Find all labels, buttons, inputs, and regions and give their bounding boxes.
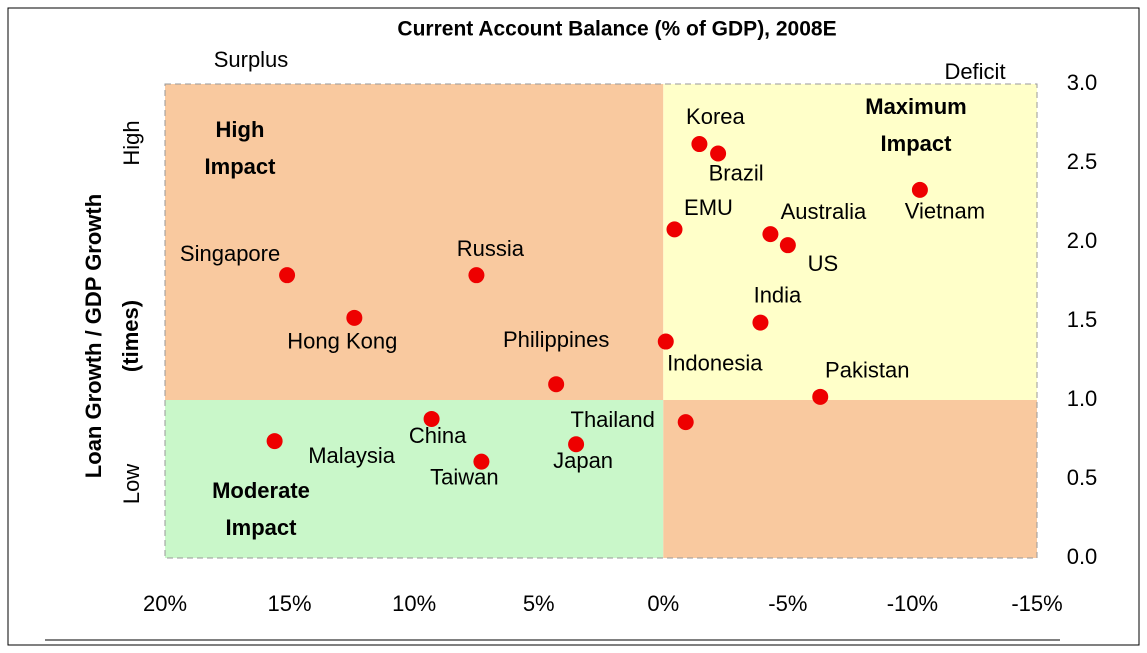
region-label: Maximum: [865, 94, 966, 119]
region-label: Impact: [881, 131, 953, 156]
region-label: Impact: [205, 154, 277, 179]
point-label: US: [808, 251, 839, 276]
point: [468, 267, 485, 284]
point-label: Philippines: [503, 327, 609, 352]
y-tick-label: 2.0: [1067, 228, 1098, 253]
point-label: Malaysia: [308, 443, 396, 468]
point-label: Indonesia: [667, 350, 763, 375]
point: [677, 414, 694, 431]
point-label: Vietnam: [905, 199, 985, 224]
annotation: High: [119, 120, 144, 165]
x-tick-label: -10%: [887, 591, 938, 616]
point: [266, 433, 283, 450]
x-tick-label: 20%: [143, 591, 187, 616]
point: [779, 237, 796, 254]
y-tick-label: 1.5: [1067, 307, 1098, 332]
y-tick-label: 2.5: [1067, 149, 1098, 174]
x-tick-label: -5%: [768, 591, 807, 616]
region-label: Impact: [226, 515, 298, 540]
point: [691, 136, 708, 153]
region-label: High: [216, 117, 265, 142]
point: [657, 333, 674, 350]
point-label: Thailand: [571, 407, 655, 432]
x-tick-label: 5%: [523, 591, 555, 616]
y-axis-label: Loan Growth / GDP Growth: [81, 194, 106, 478]
point-label: Brazil: [709, 160, 764, 185]
point: [762, 226, 779, 243]
x-tick-label: -15%: [1011, 591, 1062, 616]
region: [663, 400, 1037, 558]
regions: [165, 84, 1037, 558]
chart-title: Current Account Balance (% of GDP), 2008…: [397, 18, 836, 41]
point-label: Korea: [686, 104, 745, 129]
annotation: Low: [119, 464, 144, 504]
point-label: Taiwan: [430, 464, 498, 489]
x-tick-label: 15%: [268, 591, 312, 616]
y-tick-label: 3.0: [1067, 70, 1098, 95]
annotation: Deficit: [944, 59, 1005, 84]
point-label: Singapore: [180, 241, 280, 266]
plot-border: [164, 83, 1038, 559]
point: [911, 181, 928, 198]
point-label: EMU: [684, 195, 733, 220]
point-label: China: [409, 423, 467, 448]
point: [423, 410, 440, 427]
x-tick-label: 0%: [647, 591, 679, 616]
region: [165, 84, 664, 400]
point: [812, 388, 829, 405]
y-tick-label: 0.0: [1067, 544, 1098, 569]
point-label: India: [754, 282, 802, 307]
point-label: Japan: [553, 448, 613, 473]
y-tick-label: 0.5: [1067, 465, 1098, 490]
y-axis-label: (times): [118, 300, 143, 372]
y-tick-label: 1.0: [1067, 386, 1098, 411]
region: [663, 84, 1037, 400]
point-label: Hong Kong: [287, 329, 397, 354]
annotation: Surplus: [214, 47, 289, 72]
point-label: Russia: [457, 236, 525, 261]
point: [548, 376, 565, 393]
point-label: Australia: [781, 199, 867, 224]
point: [752, 314, 769, 331]
region-label: Moderate: [212, 478, 310, 503]
point: [346, 309, 363, 326]
region: [165, 400, 664, 558]
point: [473, 453, 490, 470]
point-label: Pakistan: [825, 358, 909, 383]
point: [710, 145, 727, 162]
point: [568, 436, 585, 453]
frame: [7, 7, 1140, 646]
point: [279, 267, 296, 284]
point: [666, 221, 683, 238]
x-tick-label: 10%: [392, 591, 436, 616]
